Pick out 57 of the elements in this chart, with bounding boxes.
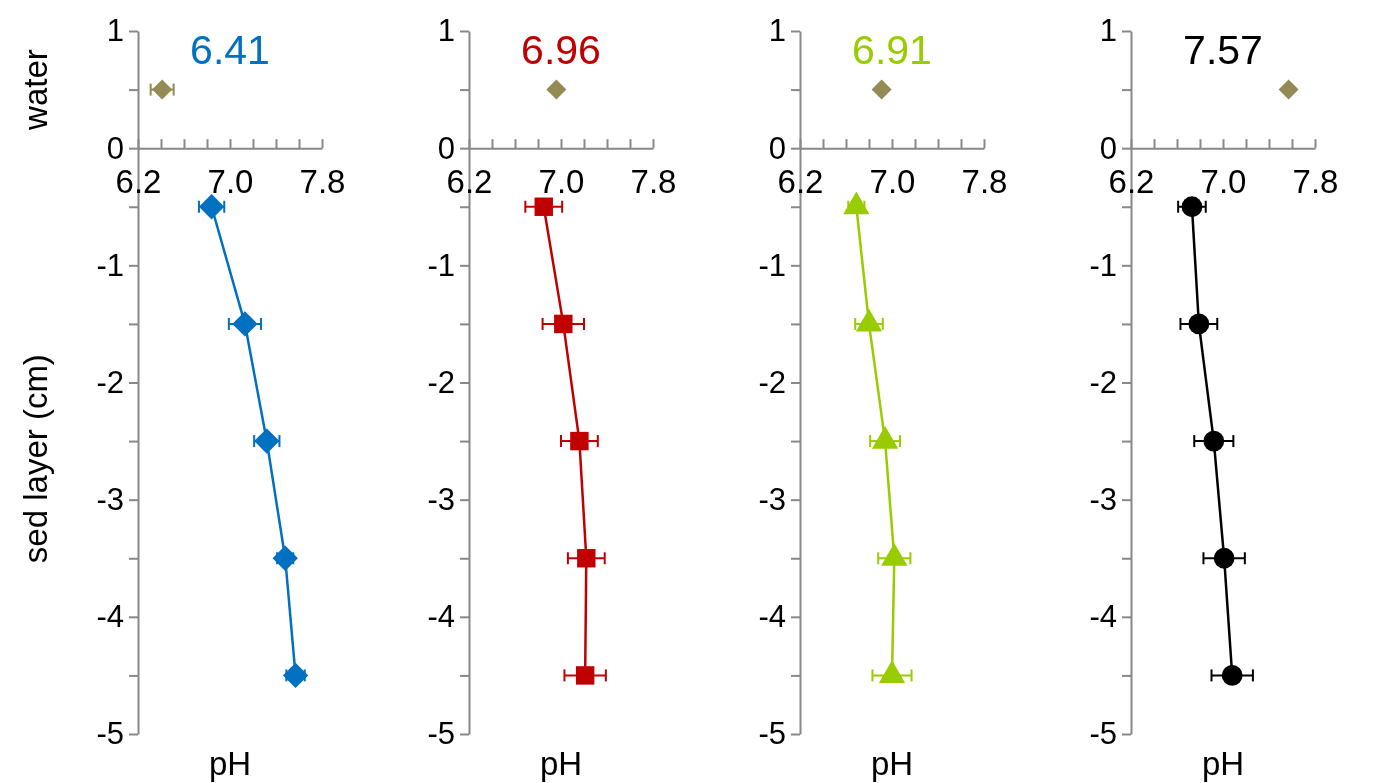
- x-tick-label: 7.8: [630, 162, 677, 200]
- y-tick-label: 1: [106, 13, 124, 49]
- point: [232, 311, 258, 337]
- x-tick-label: 7.0: [869, 162, 916, 200]
- y-tick-label: -4: [1089, 599, 1117, 635]
- x-tick-label: 7.0: [538, 162, 585, 200]
- x-axis-title: pH: [870, 745, 914, 782]
- x-tick-label: 7.0: [207, 162, 254, 200]
- y-tick-label: -5: [758, 716, 786, 752]
- y-tick-label: -5: [1089, 716, 1117, 752]
- x-axis-title: pH: [208, 745, 252, 782]
- point: [554, 314, 573, 334]
- x-tick-label: 7.8: [1292, 162, 1339, 200]
- x-tick-label: 7.8: [961, 162, 1008, 200]
- y-tick-label: -3: [96, 482, 124, 518]
- y-tick-label: -2: [427, 364, 455, 400]
- y-tick-label: -1: [427, 247, 455, 283]
- y-tick-label: -3: [427, 482, 455, 518]
- y-tick-label: -5: [427, 716, 455, 752]
- y-tick-label: -1: [96, 247, 124, 283]
- x-axis-title: pH: [1201, 745, 1245, 782]
- y-tick-label: -3: [758, 482, 786, 518]
- y-tick-label: -2: [758, 364, 786, 400]
- x-tick-label: 7.0: [1200, 162, 1247, 200]
- y-tick-label: -5: [96, 716, 124, 752]
- x-tick-label: 7.8: [299, 162, 346, 200]
- point: [577, 549, 596, 568]
- y-tick-label: 1: [1099, 13, 1117, 49]
- point: [575, 666, 595, 685]
- point: [254, 428, 280, 454]
- point: [1213, 547, 1235, 569]
- y-tick-label: 1: [437, 13, 455, 49]
- point: [570, 431, 589, 451]
- chart-title: 7.57: [1183, 27, 1263, 73]
- point: [534, 197, 553, 216]
- point: [1188, 313, 1210, 335]
- y-tick-label: -1: [758, 247, 786, 283]
- chart-title: 6.41: [190, 27, 270, 73]
- y-tick-label: 1: [768, 13, 786, 49]
- y-tick-label: -4: [427, 599, 455, 635]
- y-tick-label: -4: [758, 599, 786, 635]
- point: [1221, 665, 1243, 686]
- y-axis-title: sed layer (cm): [17, 354, 54, 564]
- y-tick-label: -1: [1089, 247, 1117, 283]
- chart-title: 6.91: [852, 27, 932, 73]
- y-tick-label: -3: [1089, 482, 1117, 518]
- text: water: [17, 49, 54, 131]
- chart-title: 6.96: [521, 27, 601, 73]
- point: [546, 79, 567, 100]
- point: [1278, 79, 1299, 100]
- point: [198, 194, 225, 220]
- y-tick-label: -2: [96, 364, 124, 400]
- point: [282, 662, 309, 689]
- x-axis-title: pH: [539, 745, 583, 782]
- y-tick-label: -2: [1089, 364, 1117, 400]
- y-tick-label: -4: [96, 599, 124, 635]
- point: [1203, 430, 1225, 452]
